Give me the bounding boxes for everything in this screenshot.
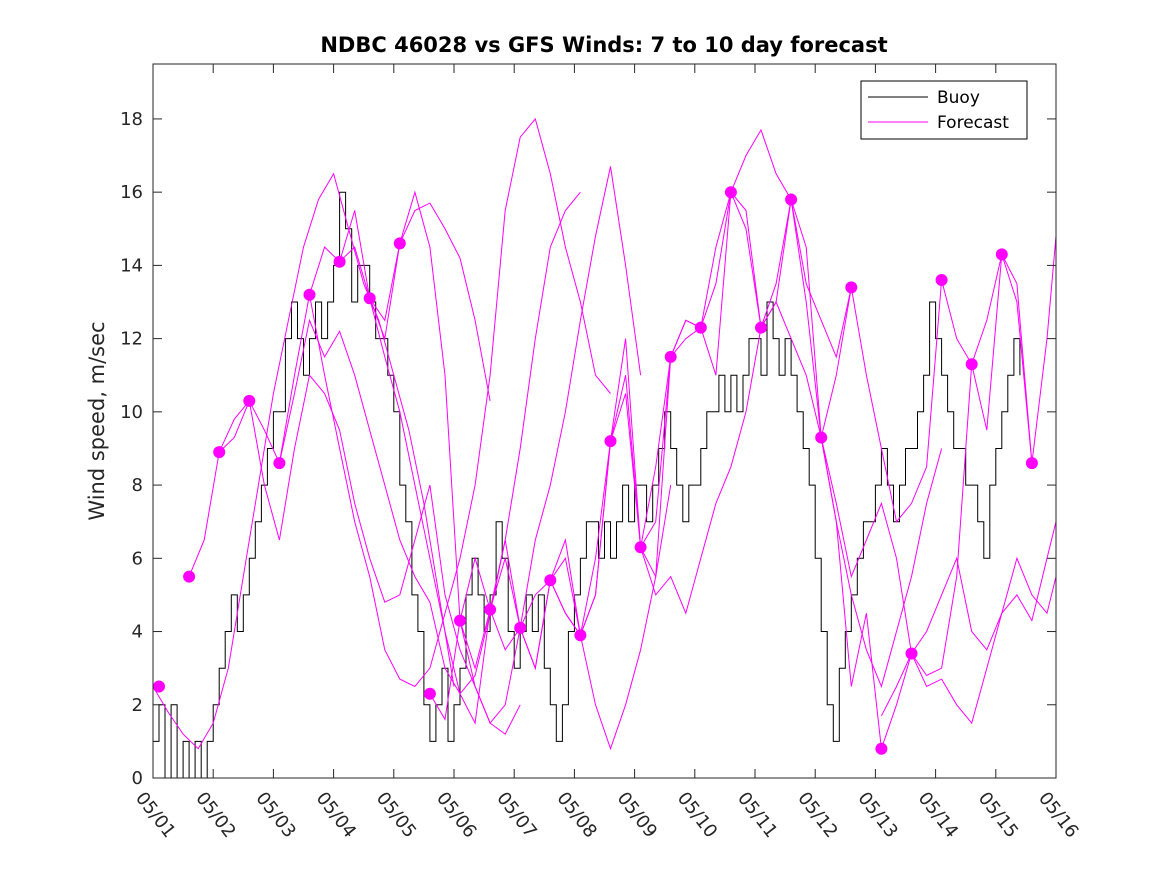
forecast-marker bbox=[544, 574, 557, 587]
legend-buoy-label: Buoy bbox=[937, 88, 980, 108]
forecast-marker bbox=[604, 435, 617, 448]
forecast-marker bbox=[273, 457, 286, 470]
legend-box bbox=[860, 80, 1028, 140]
forecast-marker bbox=[694, 321, 707, 334]
forecast-marker bbox=[875, 742, 888, 755]
forecast-marker bbox=[755, 321, 767, 334]
series-line-forecast-3 bbox=[218, 374, 521, 735]
forecast-marker bbox=[514, 621, 527, 634]
y-tick-label: 14 bbox=[120, 255, 143, 276]
forecast-marker bbox=[815, 431, 828, 444]
y-tick-label: 2 bbox=[132, 695, 143, 716]
y-tick-label: 0 bbox=[132, 768, 143, 789]
series-line-buoy bbox=[153, 191, 1021, 779]
forecast-marker bbox=[303, 288, 316, 301]
forecast-marker bbox=[905, 647, 918, 660]
forecast-marker bbox=[574, 629, 587, 642]
forecast-marker bbox=[243, 394, 256, 407]
forecast-marker bbox=[1025, 457, 1038, 470]
series-line-forecast-6 bbox=[339, 166, 642, 725]
y-axis-label: Wind speed, m/sec bbox=[85, 321, 109, 520]
series-line-forecast-11 bbox=[640, 300, 943, 689]
legend: Buoy Forecast bbox=[860, 80, 1028, 140]
forecast-marker bbox=[724, 186, 737, 199]
series-line-forecast-14 bbox=[820, 437, 1057, 749]
forecast-marker bbox=[454, 614, 466, 627]
forecast-markers bbox=[153, 186, 1038, 755]
y-tick-label: 10 bbox=[120, 402, 143, 423]
legend-forecast-label: Forecast bbox=[937, 113, 1009, 133]
forecast-marker bbox=[634, 541, 647, 554]
y-tick-label: 18 bbox=[120, 109, 143, 130]
forecast-marker bbox=[423, 687, 436, 700]
series-line-forecast-5 bbox=[309, 117, 611, 688]
forecast-marker bbox=[393, 237, 406, 250]
y-tick-label: 12 bbox=[120, 329, 143, 350]
forecast-marker bbox=[935, 274, 948, 286]
series-line-forecast-12 bbox=[730, 128, 1033, 523]
forecast-marker bbox=[995, 248, 1008, 261]
forecast-marker bbox=[363, 292, 376, 305]
series-line-forecast-1 bbox=[152, 172, 455, 750]
forecast-marker bbox=[965, 358, 978, 371]
forecast-marker bbox=[664, 350, 677, 363]
forecast-marker bbox=[213, 446, 226, 459]
forecast-marker bbox=[333, 255, 346, 268]
y-tick-label: 16 bbox=[120, 182, 143, 203]
axes-box bbox=[152, 63, 1057, 779]
forecast-marker bbox=[153, 680, 165, 693]
series-line-forecast-4 bbox=[278, 191, 581, 695]
y-tick-label: 8 bbox=[132, 475, 143, 496]
chart-title: NDBC 46028 vs GFS Winds: 7 to 10 day for… bbox=[320, 33, 887, 57]
y-tick-label: 6 bbox=[132, 548, 143, 569]
forecast-marker bbox=[845, 281, 858, 294]
forecast-marker bbox=[484, 603, 497, 616]
forecast-marker bbox=[785, 193, 798, 206]
y-tick-label: 4 bbox=[132, 622, 143, 643]
forecast-marker bbox=[183, 570, 196, 583]
